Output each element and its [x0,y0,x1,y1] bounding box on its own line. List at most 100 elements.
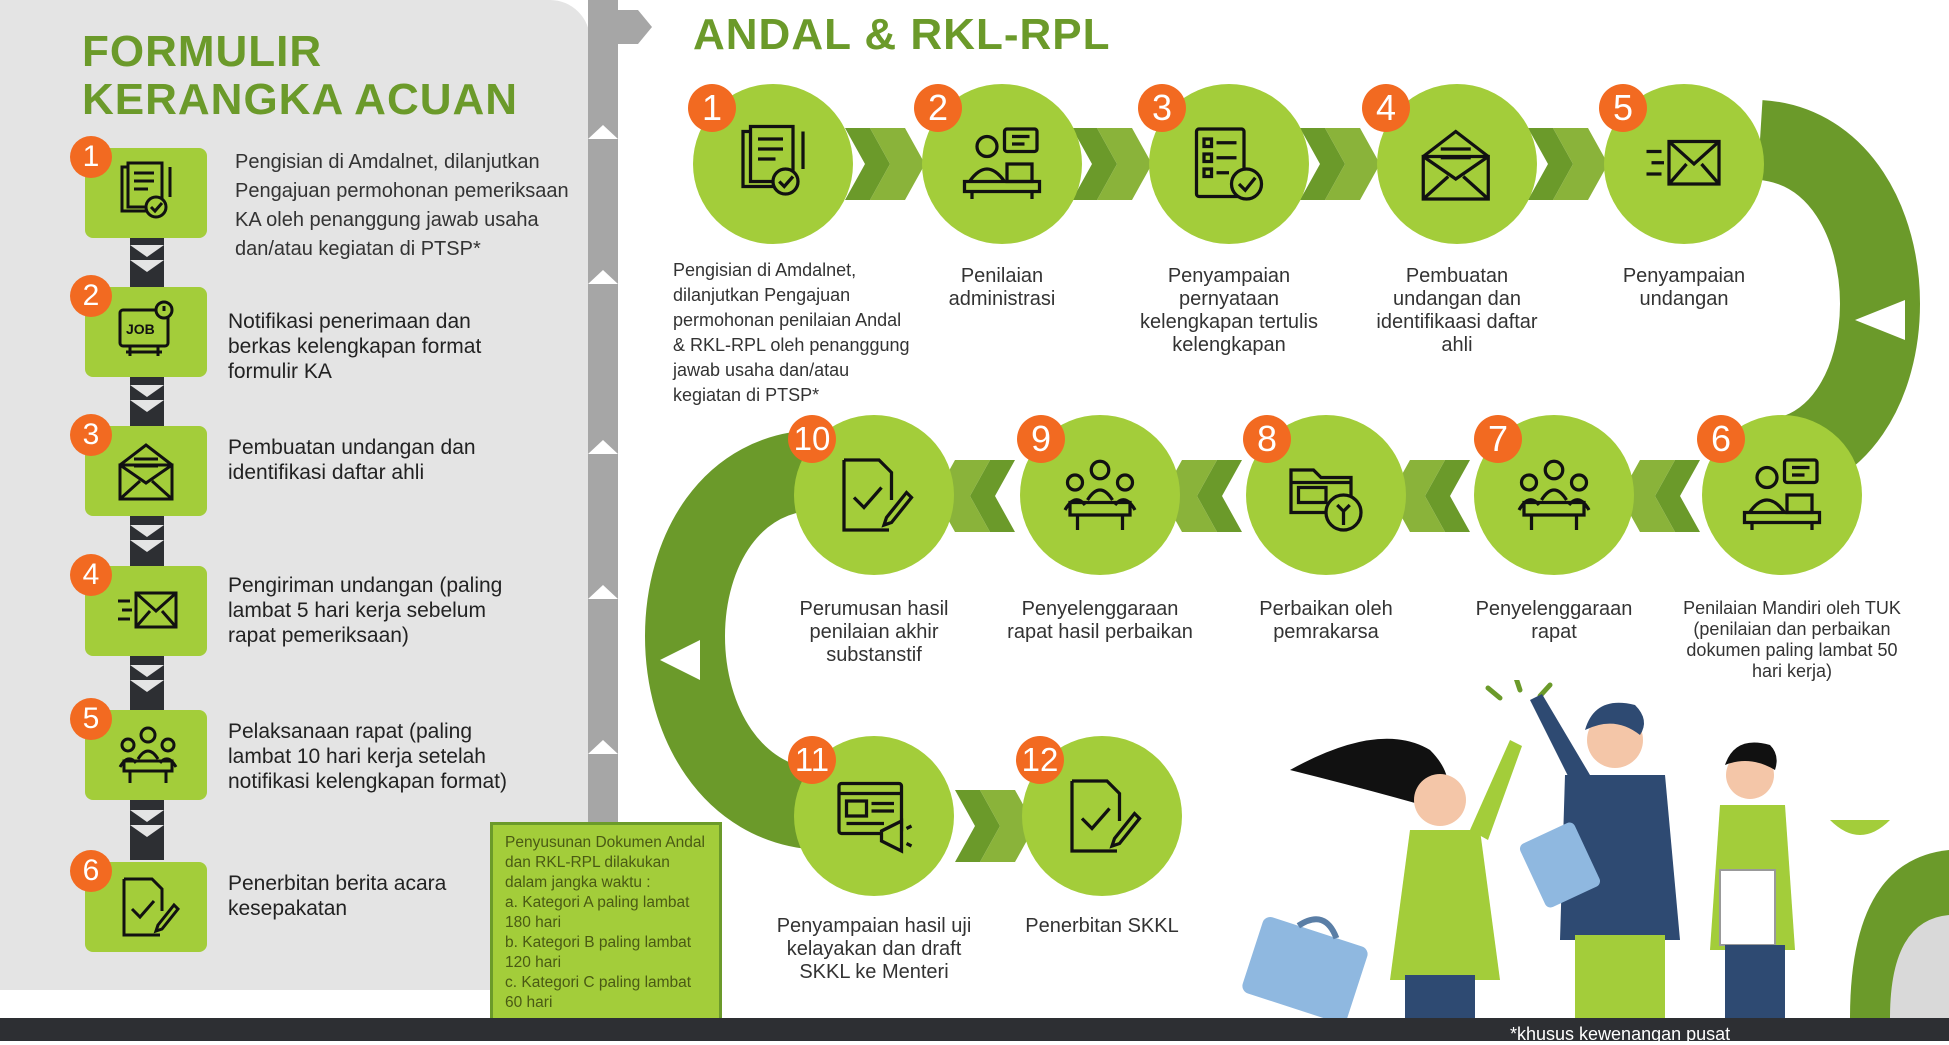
left-step-6-text: Penerbitan berita acara kesepakatan [228,872,447,920]
row1-arrows [845,128,1608,200]
step-1-number: 1 [688,84,736,132]
left-step-5-number: 5 [70,698,112,740]
sign-document-icon [1070,779,1142,853]
left-step-2-text: Notifikasi penerimaan dan berkas kelengk… [228,310,482,383]
meeting-icon [1063,459,1137,530]
man-legs [1575,935,1665,1018]
woman-legs [1405,975,1475,1018]
folder-icon [1719,869,1776,946]
footnote: *khusus kewenangan pusat [1510,1024,1731,1044]
sign-document-icon [122,877,180,937]
step-9-number: 9 [1017,415,1065,463]
left-step-5-box [85,710,207,800]
woman-arm [1470,740,1522,840]
decor-shape [1890,915,1949,1018]
curve-chevron [1855,300,1905,340]
left-step-1-number: 1 [70,136,112,178]
note-box: Penyusunan Dokumen Andal dan RKL-RPL dil… [490,822,722,1034]
grey-arrow-head [588,10,652,44]
man-hair [1585,702,1644,735]
step-2-number: 2 [914,84,962,132]
left-step-3-number: 3 [70,414,112,456]
note-line-a: a. Kategori A paling lambat 180 hari [505,894,690,931]
footer-bar [0,1018,1949,1041]
briefcase-icon [1242,916,1368,1018]
step-6-label: Penilaian Mandiri oleh TUK (penilaian da… [1683,598,1901,681]
spine-chevron [130,680,164,692]
step-7-number: 7 [1474,415,1522,463]
announcement-icon [837,781,913,854]
woman2-legs [1725,945,1785,1018]
woman2-hair [1725,742,1777,770]
checklist-icon [1194,127,1264,201]
left-step-5-text: Pelaksanaan rapat (paling lambat 10 hari… [228,720,507,793]
sparkle-icon [1485,680,1553,701]
svg-text:JOB: JOB [126,321,155,337]
document-check-icon [120,161,172,219]
man-body [1560,775,1680,940]
step-3-number: 3 [1138,84,1186,132]
step-5-number: 5 [1599,84,1647,132]
step-6-number: 6 [1697,415,1745,463]
spine-chevron [130,385,164,397]
left-curve [645,430,825,850]
grey-arrow-column [588,0,618,830]
step-1-label: Pengisian di Amdalnet, dilanjutkan Penga… [673,260,910,405]
document-check-icon [741,124,805,196]
step-2-label: Penilaian administrasi [948,265,1056,310]
step-7-label: Penyelenggaraan rapat [1475,598,1633,643]
left-step-1-text: Pengisian di Amdalnet, dilanjutkan Penga… [235,151,569,260]
left-step-4-text: Pengiriman undangan (paling lambat 5 har… [228,574,503,647]
woman-body [1390,830,1500,980]
step-4-label: Pembuatan undangan dan identifikaasi daf… [1376,265,1538,356]
step-3-label: Penyampaian pernyataan kelengkapan tertu… [1140,265,1318,356]
left-title-line2: KERANGKA ACUAN [82,75,519,124]
spine-chevron [130,525,164,537]
spine-chevron [130,810,164,822]
step-12-label: Penerbitan SKKL [1025,915,1179,937]
left-step-4-number: 4 [70,554,112,596]
note-line-intro: Penyusunan Dokumen Andal dan RKL-RPL dil… [505,834,705,891]
fast-mail-icon [1646,139,1721,186]
spine-chevron [130,540,164,552]
column-chevron [588,740,618,754]
step-11-label: Penyampaian hasil uji kelayakan dan draf… [776,915,972,983]
note-line-c: c. Kategori C paling lambat 60 hari [505,974,692,1011]
row3-arrows [955,790,1035,862]
online-worker-icon [1742,458,1822,530]
spine-chevron [130,245,164,257]
envelope-open-icon [1421,129,1490,201]
woman-hair [1290,738,1448,810]
spine-chevron [130,665,164,677]
online-worker-icon [962,127,1042,199]
left-step-3-text: Pembuatan undangan dan identifikasi daft… [228,436,476,484]
step-10-number: 10 [788,415,836,463]
left-step-2-number: 2 [70,275,112,317]
woman-head [1414,774,1466,826]
meeting-icon [1517,459,1591,530]
column-chevron [588,125,618,139]
left-title-line1: FORMULIR [82,27,323,76]
step-9-label: Penyelenggaraan rapat hasil perbaikan [1007,598,1193,643]
curve-chevron [660,640,700,680]
meeting-icon [118,726,178,783]
celebration-illustration [1242,680,1949,1018]
man-arm [1530,694,1590,780]
step-11-number: 11 [788,736,836,784]
step-10-label: Perumusan hasil penilaian akhir substans… [799,598,949,666]
right-title: ANDAL & RKL-RPL [693,10,1111,59]
envelope-open-icon [118,443,174,501]
folder-repair-icon [1289,468,1363,532]
column-chevron [588,585,618,599]
spine-chevron [130,400,164,412]
step-5-label: Penyampaian undangan [1622,265,1746,310]
step-8-number: 8 [1243,415,1291,463]
spine-chevron [130,825,164,837]
fast-mail-icon [118,591,178,629]
step-12-number: 12 [1016,736,1064,784]
step-8-label: Perbaikan oleh pemrakarsa [1259,598,1393,643]
decor-shape [1830,820,1890,835]
step-4-number: 4 [1362,84,1410,132]
column-chevron [588,440,618,454]
column-chevron [588,270,618,284]
